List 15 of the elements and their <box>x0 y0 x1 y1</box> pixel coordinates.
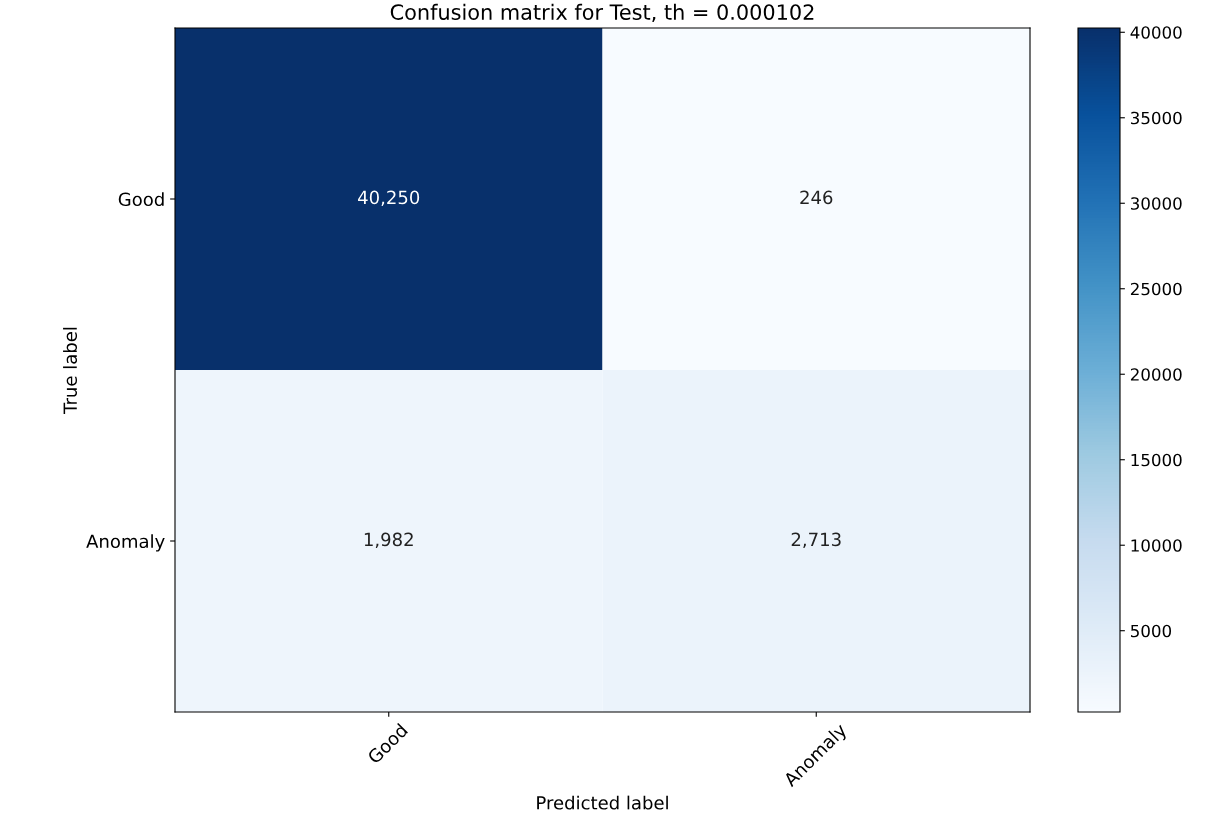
color-bar-label: 20000 <box>1130 368 1182 381</box>
data-label: 246 <box>800 190 833 205</box>
y-axis-title: True label <box>63 327 78 414</box>
data-label: 40,250 <box>358 190 420 207</box>
color-bar-label: 15000 <box>1131 453 1182 467</box>
color-bar-label: 40000 <box>1130 26 1182 39</box>
color-bar-label: 25000 <box>1130 282 1182 296</box>
color-bar-label: 35000 <box>1130 111 1182 125</box>
chart-title: Confusion matrix for Test, th = 0.000102 <box>390 3 814 23</box>
x-axis-title: Predicted label <box>537 795 668 810</box>
data-label: 2,713 <box>791 532 841 549</box>
color-bar-label: 10000 <box>1131 539 1182 552</box>
color-bar-label: 30000 <box>1130 197 1182 210</box>
data-label: 1,982 <box>364 532 413 549</box>
color-bar-label: 5000 <box>1131 624 1172 638</box>
